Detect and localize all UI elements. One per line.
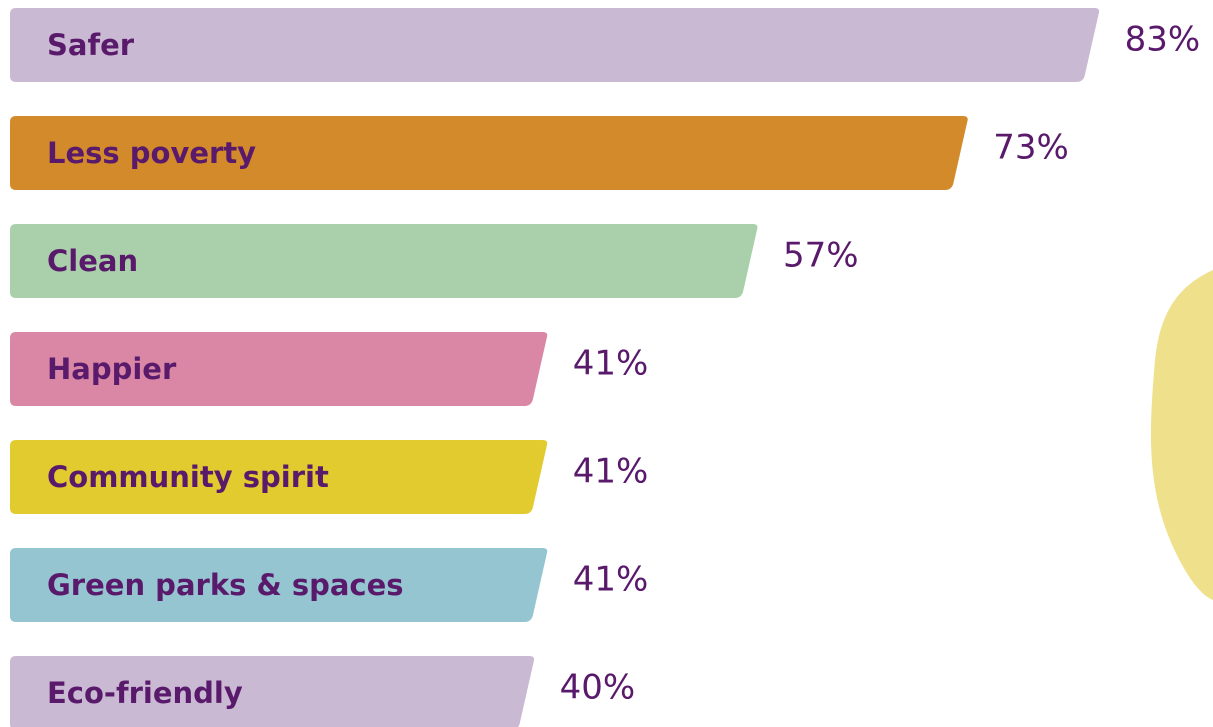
category-label: Community spirit [47, 460, 329, 494]
category-label: Clean [47, 244, 138, 278]
category-label: Less poverty [47, 136, 256, 170]
bar [10, 8, 1100, 82]
value-label: 40% [560, 668, 636, 708]
category-label: Green parks & spaces [47, 568, 404, 602]
bar [10, 440, 548, 514]
bar [10, 548, 548, 622]
value-label: 41% [573, 344, 649, 384]
category-label: Happier [47, 352, 177, 386]
value-label: 57% [783, 236, 859, 276]
bar [10, 116, 968, 190]
category-label: Eco-friendly [47, 676, 243, 710]
value-label: 41% [573, 452, 649, 492]
value-label: 83% [1125, 20, 1201, 60]
category-label: Safer [47, 28, 135, 62]
value-label: 41% [573, 560, 649, 600]
decorative-blob [1150, 270, 1213, 600]
bar [10, 224, 758, 298]
bar [10, 332, 548, 406]
bar [10, 656, 535, 727]
value-label: 73% [993, 128, 1069, 168]
